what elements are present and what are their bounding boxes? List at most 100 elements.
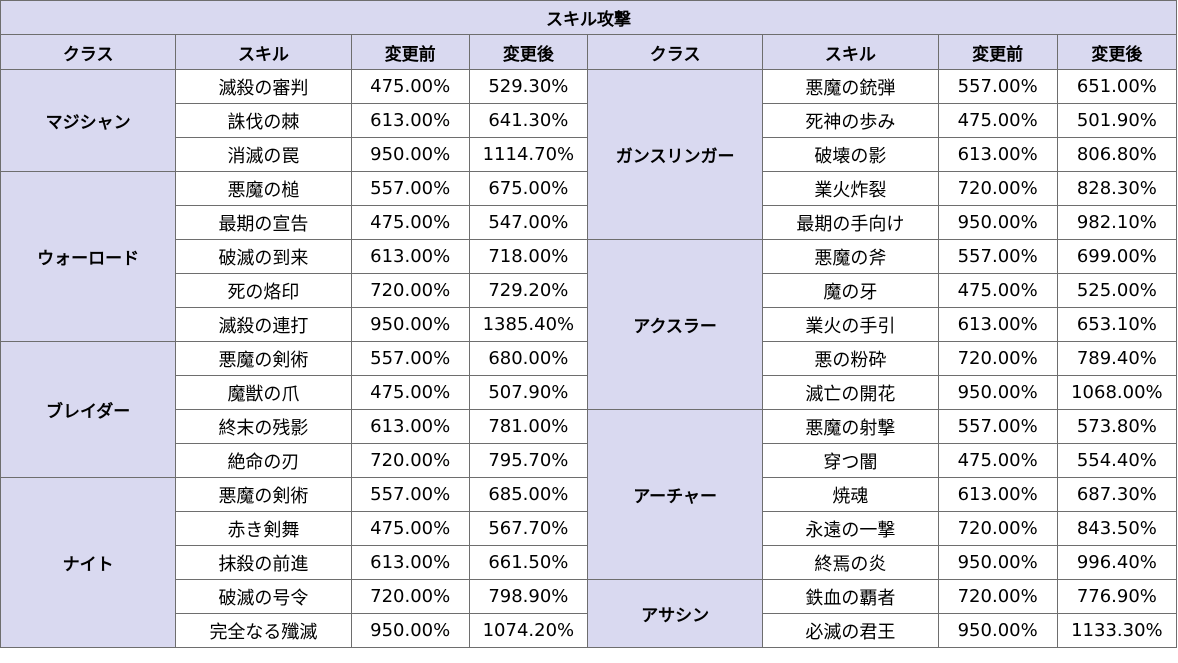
table-row: 最期の宣告 475.00% 547.00% 最期の手向け 950.00% 982.10%	[1, 205, 1178, 240]
header-before-left: 変更前	[350, 34, 470, 70]
skill-name-left: 絶命の刃	[175, 443, 352, 478]
value-before-left: 557.00%	[350, 477, 470, 512]
value-after-right: 789.40%	[1056, 341, 1178, 376]
value-after-left: 507.90%	[468, 375, 588, 410]
skill-name-left: 終末の残影	[175, 409, 352, 444]
value-before-left: 475.00%	[350, 375, 470, 410]
header-before-right: 変更前	[937, 34, 1058, 70]
header-skill-right: スキル	[762, 34, 939, 70]
value-before-left: 557.00%	[350, 341, 470, 376]
skill-name-left: 悪魔の剣術	[175, 341, 352, 376]
value-after-right: 687.30%	[1056, 477, 1178, 512]
value-after-left: 1114.70%	[468, 137, 588, 172]
value-before-right: 557.00%	[937, 239, 1058, 274]
value-before-right: 720.00%	[937, 579, 1058, 614]
value-before-left: 950.00%	[350, 307, 470, 342]
table-row: 抹殺の前進 613.00% 661.50% 終焉の炎 950.00% 996.40%	[1, 545, 1178, 580]
class-name-right: アクスラー	[586, 239, 764, 410]
table-row: 完全なる殲滅 950.00% 1074.20% 必滅の君王 950.00% 1133.30…	[1, 613, 1178, 648]
skill-name-left: 完全なる殲滅	[175, 613, 352, 648]
value-after-left: 547.00%	[468, 205, 588, 240]
value-after-right: 996.40%	[1056, 545, 1178, 580]
header-class-left: クラス	[0, 34, 177, 70]
value-after-left: 661.50%	[468, 545, 588, 580]
skill-name-right: 永遠の一撃	[762, 511, 939, 546]
skill-name-left: 赤き剣舞	[175, 511, 352, 546]
value-after-right: 699.00%	[1056, 239, 1178, 274]
skill-name-left: 滅殺の審判	[175, 69, 352, 104]
skill-name-left: 悪魔の槌	[175, 171, 352, 206]
value-after-left: 685.00%	[468, 477, 588, 512]
table-row: 絶命の刃 720.00% 795.70% 穿つ闇 475.00% 554.40%	[1, 443, 1178, 478]
value-before-right: 613.00%	[937, 477, 1058, 512]
value-after-right: 982.10%	[1056, 205, 1178, 240]
table-row: 破滅の号令 720.00% 798.90% アサシン 鉄血の覇者 720.00% 776.9…	[1, 579, 1178, 648]
table-row: ウォーロード 悪魔の槌 557.00% 675.00% 業火炸裂 720.00% 828.3…	[0, 171, 1178, 342]
value-after-left: 729.20%	[468, 273, 588, 308]
skill-attack-table: スキル攻撃 クラス スキル 変更前 変更後 クラス スキル 変更前 変更後 マジ…	[0, 0, 1178, 648]
table-title: スキル攻撃	[0, 0, 1177, 35]
value-after-right: 501.90%	[1056, 103, 1178, 138]
value-before-left: 613.00%	[350, 409, 470, 444]
value-after-left: 718.00%	[468, 239, 588, 274]
value-before-left: 613.00%	[350, 103, 470, 138]
value-after-left: 529.30%	[468, 69, 588, 104]
skill-name-left: 消滅の罠	[175, 137, 352, 172]
value-before-right: 720.00%	[937, 171, 1058, 206]
class-name-right: アーチャー	[586, 409, 764, 580]
value-before-left: 475.00%	[350, 205, 470, 240]
value-before-right: 950.00%	[937, 545, 1058, 580]
skill-name-right: 終焉の炎	[762, 545, 939, 580]
value-before-right: 950.00%	[937, 613, 1058, 648]
header-after-left: 変更後	[468, 34, 588, 70]
value-after-left: 1385.40%	[468, 307, 588, 342]
header-class-right: クラス	[586, 34, 764, 70]
value-before-left: 720.00%	[350, 273, 470, 308]
table-row: 終末の残影 613.00% 781.00% アーチャー 悪魔の射撃 557.00% 573.…	[1, 409, 1178, 580]
skill-name-right: 死神の歩み	[762, 103, 939, 138]
value-after-right: 653.10%	[1056, 307, 1178, 342]
value-after-right: 651.00%	[1056, 69, 1178, 104]
table-row: ナイト 悪魔の剣術 557.00% 685.00% 焼魂 613.00% 687.30%	[0, 477, 1178, 648]
table-row: 破滅の到来 613.00% 718.00% アクスラー 悪魔の斧 557.00% 699.0…	[1, 239, 1178, 410]
header-skill-left: スキル	[175, 34, 352, 70]
value-before-right: 950.00%	[937, 205, 1058, 240]
value-after-left: 795.70%	[468, 443, 588, 478]
table-row: 消滅の罠 950.00% 1114.70% 破壊の影 613.00% 806.80%	[1, 137, 1178, 172]
skill-name-right: 鉄血の覇者	[762, 579, 939, 614]
value-before-right: 475.00%	[937, 443, 1058, 478]
value-after-right: 1133.30%	[1056, 613, 1178, 648]
value-after-right: 843.50%	[1056, 511, 1178, 546]
value-after-right: 525.00%	[1056, 273, 1178, 308]
value-after-right: 554.40%	[1056, 443, 1178, 478]
skill-name-left: 滅殺の連打	[175, 307, 352, 342]
skill-name-left: 抹殺の前進	[175, 545, 352, 580]
skill-name-left: 破滅の号令	[175, 579, 352, 614]
value-before-right: 950.00%	[937, 375, 1058, 410]
class-name-left: マジシャン	[0, 69, 177, 172]
skill-name-left: 誅伐の棘	[175, 103, 352, 138]
value-before-left: 475.00%	[350, 69, 470, 104]
table-row: マジシャン 滅殺の審判 475.00% 529.30% ガンスリンガー 悪魔の銃弾 557.…	[0, 69, 1178, 240]
header-row: クラス スキル 変更前 変更後 クラス スキル 変更前 変更後	[0, 34, 1178, 70]
skill-name-right: 最期の手向け	[762, 205, 939, 240]
value-before-right: 613.00%	[937, 137, 1058, 172]
value-after-right: 1068.00%	[1056, 375, 1178, 410]
table-row: 魔獣の爪 475.00% 507.90% 滅亡の開花 950.00% 1068.00%	[1, 375, 1178, 410]
value-before-left: 950.00%	[350, 137, 470, 172]
skill-name-left: 魔獣の爪	[175, 375, 352, 410]
class-name-right: アサシン	[586, 579, 764, 648]
value-before-left: 720.00%	[350, 579, 470, 614]
skill-name-right: 必滅の君王	[762, 613, 939, 648]
table-row: ブレイダー 悪魔の剣術 557.00% 680.00% 悪の粉砕 720.00% 789.4…	[0, 341, 1178, 478]
value-before-left: 475.00%	[350, 511, 470, 546]
table-row: 滅殺の連打 950.00% 1385.40% 業火の手引 613.00% 653.10%	[1, 307, 1178, 342]
value-after-right: 806.80%	[1056, 137, 1178, 172]
table-row: 赤き剣舞 475.00% 567.70% 永遠の一撃 720.00% 843.50%	[1, 511, 1178, 546]
skill-name-left: 死の烙印	[175, 273, 352, 308]
header-after-right: 変更後	[1056, 34, 1178, 70]
value-after-left: 798.90%	[468, 579, 588, 614]
value-after-left: 1074.20%	[468, 613, 588, 648]
skill-name-right: 悪の粉砕	[762, 341, 939, 376]
value-before-left: 557.00%	[350, 171, 470, 206]
